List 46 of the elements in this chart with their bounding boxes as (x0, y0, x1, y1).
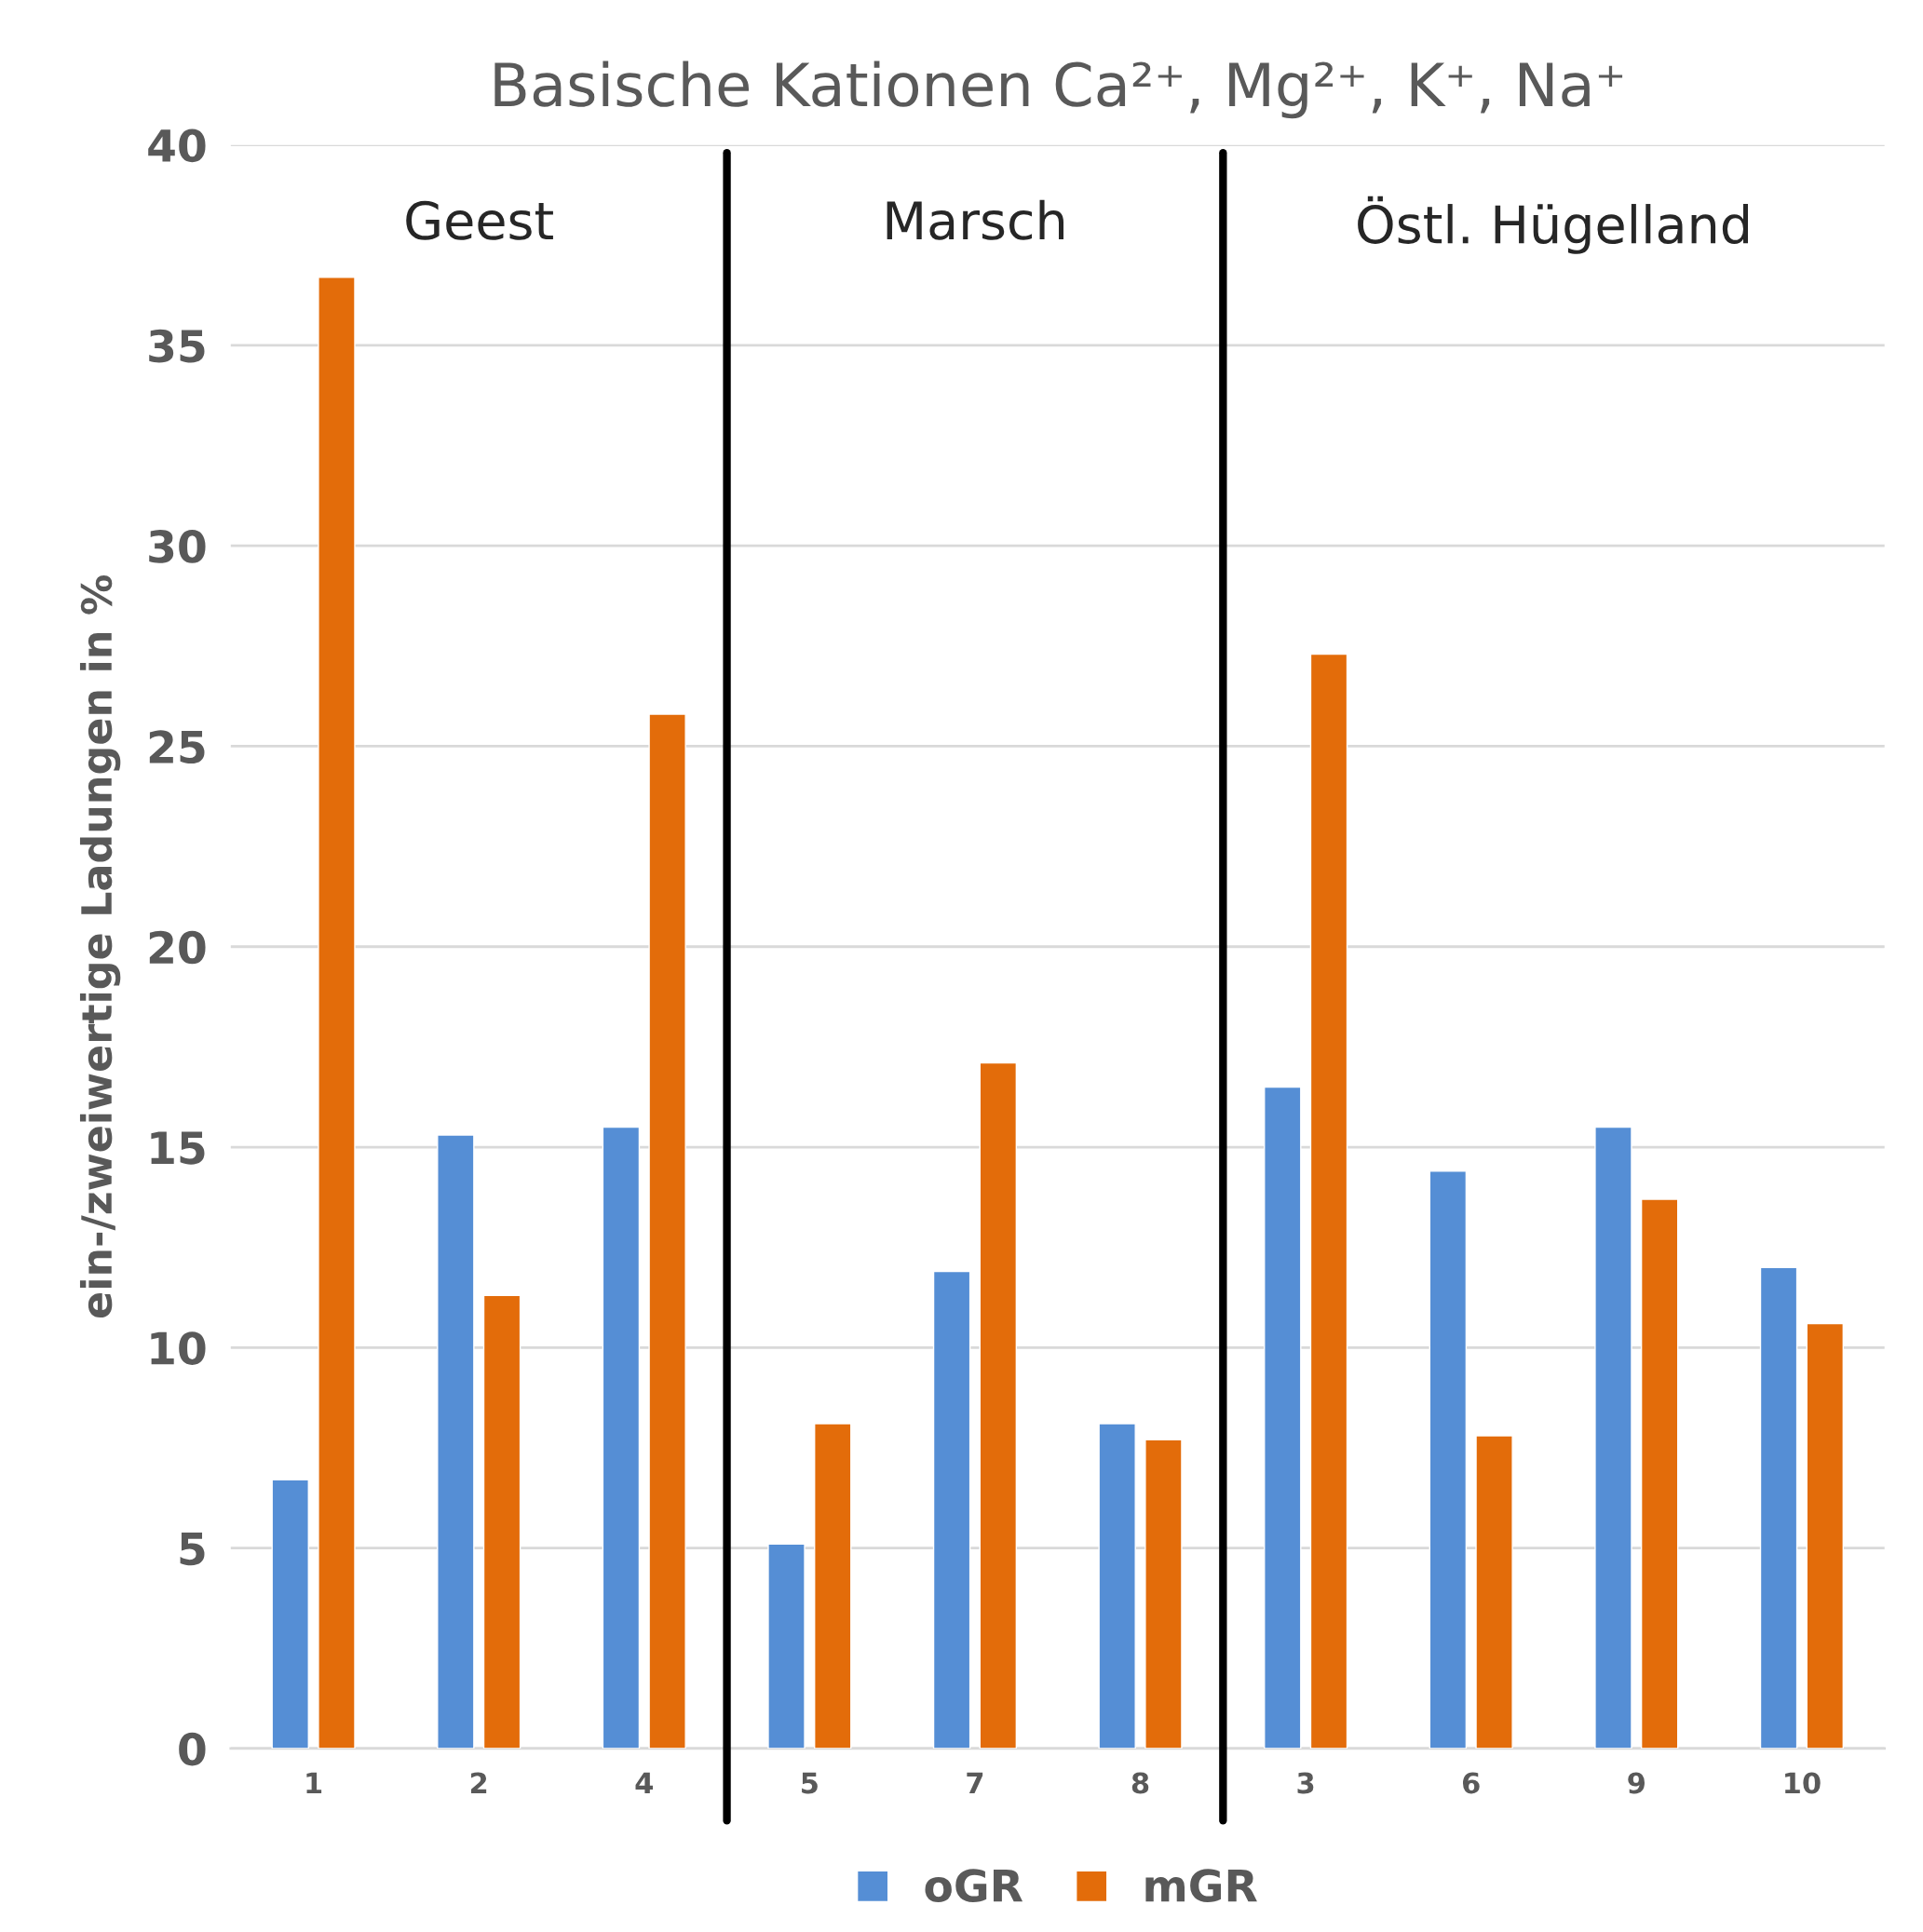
x-tick-label: 4 (635, 1772, 653, 1794)
bar (767, 1543, 806, 1749)
y-tick-label: 10 (151, 1331, 206, 1365)
x-tick-label: 3 (1297, 1772, 1314, 1794)
y-tick-label: 15 (151, 1131, 205, 1165)
bar (1594, 1126, 1632, 1749)
bar (1640, 1198, 1679, 1749)
bar (1144, 1439, 1183, 1749)
bar (813, 1423, 852, 1749)
legend-label: mGR (1145, 1869, 1257, 1903)
x-tick-label: 8 (1131, 1772, 1149, 1794)
x-tick-label: 9 (1628, 1772, 1645, 1794)
y-tick-label: 5 (180, 1533, 205, 1566)
x-tick-label: 10 (1785, 1772, 1821, 1794)
bar (1098, 1423, 1136, 1749)
x-tick-label: 2 (470, 1772, 487, 1794)
annotation: Marsch (887, 199, 1063, 240)
y-tick-label: 0 (179, 1732, 206, 1766)
annotation: Geest (406, 200, 553, 240)
bar (271, 1479, 309, 1749)
y-tick-label: 40 (148, 128, 206, 163)
chart-title: Basische Kationen Ca²⁺, Mg²⁺, K⁺, Na⁺ (494, 61, 1623, 119)
x-tick-label: 7 (967, 1772, 983, 1794)
bar (932, 1270, 971, 1749)
y-tick-label: 35 (149, 329, 205, 363)
x-tick-label: 5 (802, 1772, 818, 1794)
bar (1806, 1322, 1844, 1749)
bar (979, 1061, 1018, 1749)
bar (1429, 1170, 1468, 1749)
annotation: Östl. Hügelland (1358, 196, 1748, 254)
bar (1759, 1266, 1798, 1749)
x-tick-label: 6 (1462, 1772, 1480, 1794)
bar (1309, 653, 1348, 1749)
legend-label: oGR (925, 1869, 1023, 1903)
x-tick-label: 1 (306, 1772, 322, 1794)
bar (602, 1126, 641, 1749)
bar (482, 1294, 521, 1749)
y-tick-label: 20 (149, 930, 206, 965)
bar (1475, 1435, 1513, 1749)
bar (318, 277, 356, 1749)
y-tick-label: 30 (149, 530, 206, 563)
bar (648, 713, 686, 1749)
y-tick-label: 25 (149, 730, 205, 764)
bar (437, 1134, 475, 1749)
y-axis-title: ein-/zweiwertige Ladungen in % (79, 574, 121, 1318)
bar (1264, 1086, 1302, 1749)
